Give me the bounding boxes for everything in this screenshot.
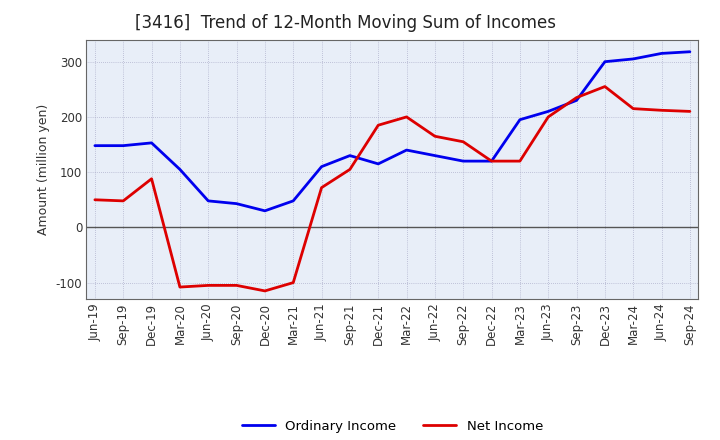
Ordinary Income: [261, 208, 269, 213]
Ordinary Income: [148, 140, 156, 146]
Net Income: [572, 95, 581, 100]
Net Income: [402, 114, 411, 120]
Ordinary Income: [318, 164, 326, 169]
Net Income: [516, 158, 524, 164]
Net Income: [91, 197, 99, 202]
Net Income: [487, 158, 496, 164]
Ordinary Income: [289, 198, 297, 204]
Net Income: [233, 283, 241, 288]
Net Income: [600, 84, 609, 89]
Ordinary Income: [402, 147, 411, 153]
Ordinary Income: [487, 158, 496, 164]
Net Income: [374, 123, 382, 128]
Ordinary Income: [204, 198, 212, 204]
Ordinary Income: [431, 153, 439, 158]
Net Income: [544, 114, 552, 120]
Net Income: [459, 139, 467, 144]
Net Income: [261, 288, 269, 293]
Net Income: [289, 280, 297, 285]
Net Income: [685, 109, 694, 114]
Ordinary Income: [516, 117, 524, 122]
Ordinary Income: [233, 201, 241, 206]
Net Income: [204, 283, 212, 288]
Legend: Ordinary Income, Net Income: Ordinary Income, Net Income: [237, 415, 548, 438]
Net Income: [431, 134, 439, 139]
Ordinary Income: [459, 158, 467, 164]
Net Income: [176, 284, 184, 290]
Net Income: [657, 108, 666, 113]
Ordinary Income: [176, 167, 184, 172]
Ordinary Income: [544, 109, 552, 114]
Ordinary Income: [657, 51, 666, 56]
Net Income: [629, 106, 637, 111]
Ordinary Income: [346, 153, 354, 158]
Ordinary Income: [600, 59, 609, 64]
Line: Ordinary Income: Ordinary Income: [95, 52, 690, 211]
Ordinary Income: [572, 98, 581, 103]
Line: Net Income: Net Income: [95, 87, 690, 291]
Net Income: [119, 198, 127, 204]
Ordinary Income: [374, 161, 382, 166]
Ordinary Income: [91, 143, 99, 148]
Net Income: [318, 185, 326, 190]
Y-axis label: Amount (million yen): Amount (million yen): [37, 104, 50, 235]
Text: [3416]  Trend of 12-Month Moving Sum of Incomes: [3416] Trend of 12-Month Moving Sum of I…: [135, 15, 557, 33]
Ordinary Income: [685, 49, 694, 55]
Net Income: [148, 176, 156, 181]
Ordinary Income: [119, 143, 127, 148]
Net Income: [346, 167, 354, 172]
Ordinary Income: [629, 56, 637, 62]
